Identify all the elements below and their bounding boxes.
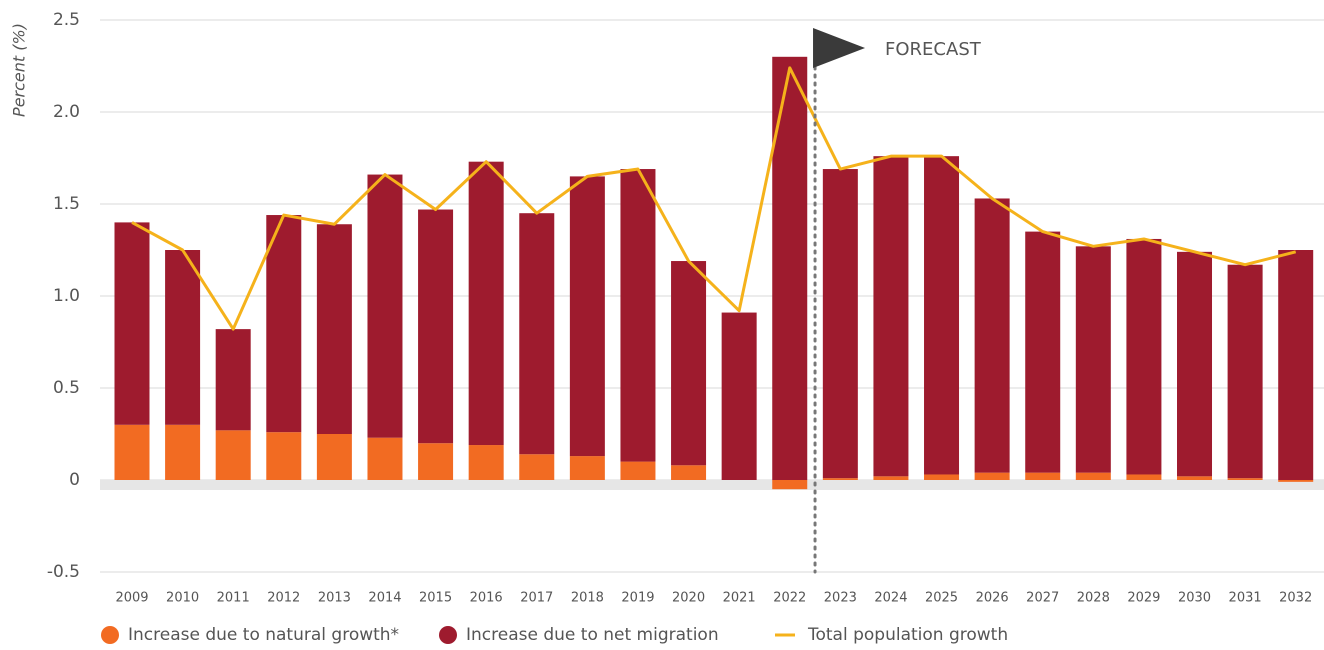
x-tick-label: 2028 bbox=[1077, 591, 1110, 606]
x-tick-label: 2032 bbox=[1279, 591, 1312, 606]
bar bbox=[114, 424, 150, 480]
y-tick-label: 2.5 bbox=[53, 10, 80, 30]
bar bbox=[1025, 231, 1061, 473]
x-tick-label: 2020 bbox=[672, 591, 705, 606]
bar bbox=[215, 430, 251, 480]
x-tick-label: 2015 bbox=[419, 591, 452, 606]
bar bbox=[1126, 474, 1162, 480]
bar bbox=[671, 465, 707, 480]
bar bbox=[1278, 250, 1314, 480]
y-tick-label: 2.0 bbox=[53, 102, 80, 122]
y-tick-label: 0.5 bbox=[53, 378, 80, 398]
legend-label: Total population growth bbox=[807, 625, 1008, 645]
forecast-flag bbox=[813, 28, 866, 68]
y-axis-label: Percent (%) bbox=[10, 23, 29, 117]
bar bbox=[1075, 246, 1111, 473]
x-tick-label: 2031 bbox=[1229, 591, 1262, 606]
bar bbox=[215, 329, 251, 431]
bar bbox=[924, 156, 960, 475]
bar bbox=[569, 176, 605, 457]
x-tick-label: 2029 bbox=[1127, 591, 1160, 606]
bar bbox=[721, 312, 757, 480]
legend-swatch bbox=[101, 626, 119, 644]
x-tick-label: 2012 bbox=[267, 591, 300, 606]
bar bbox=[1177, 251, 1213, 477]
x-tick-label: 2014 bbox=[368, 591, 401, 606]
x-tick-label: 2011 bbox=[217, 591, 250, 606]
bar bbox=[1278, 480, 1314, 482]
bar bbox=[620, 169, 656, 462]
bar bbox=[165, 424, 201, 480]
bar bbox=[1227, 478, 1263, 480]
y-tick-label: -0.5 bbox=[47, 562, 80, 582]
x-tick-label: 2026 bbox=[976, 591, 1009, 606]
x-tick-label: 2017 bbox=[520, 591, 553, 606]
y-tick-label: 1.5 bbox=[53, 194, 80, 214]
x-tick-label: 2009 bbox=[115, 591, 148, 606]
x-tick-label: 2019 bbox=[621, 591, 654, 606]
bar bbox=[822, 478, 858, 480]
bar bbox=[873, 476, 909, 480]
bar bbox=[1227, 264, 1263, 479]
bar bbox=[519, 213, 555, 455]
bar bbox=[316, 434, 352, 480]
bar bbox=[924, 474, 960, 480]
bar bbox=[468, 161, 504, 446]
x-tick-label: 2018 bbox=[571, 591, 604, 606]
x-tick-label: 2010 bbox=[166, 591, 199, 606]
bar bbox=[367, 174, 403, 438]
x-tick-label: 2025 bbox=[925, 591, 958, 606]
bar bbox=[974, 472, 1010, 480]
bar bbox=[772, 480, 808, 490]
annotation: FORECAST bbox=[885, 39, 982, 60]
zero-shadow bbox=[100, 480, 1324, 490]
bar bbox=[114, 222, 150, 425]
bar bbox=[316, 224, 352, 434]
y-tick-label: 0 bbox=[69, 470, 80, 490]
bar bbox=[266, 432, 302, 480]
legend-swatch bbox=[439, 626, 457, 644]
x-tick-label: 2022 bbox=[773, 591, 806, 606]
x-tick-label: 2013 bbox=[318, 591, 351, 606]
bar bbox=[468, 445, 504, 480]
bar bbox=[418, 443, 454, 480]
x-tick-label: 2024 bbox=[874, 591, 907, 606]
x-tick-label: 2030 bbox=[1178, 591, 1211, 606]
legend-label: Increase due to net migration bbox=[466, 625, 719, 645]
bar bbox=[165, 250, 201, 425]
x-tick-label: 2023 bbox=[824, 591, 857, 606]
x-tick-label: 2021 bbox=[723, 591, 756, 606]
bar bbox=[266, 215, 302, 433]
bar bbox=[1126, 238, 1162, 475]
bar bbox=[671, 261, 707, 466]
bar bbox=[1075, 472, 1111, 480]
line bbox=[131, 66, 1297, 331]
y-tick-label: 1.0 bbox=[53, 286, 80, 306]
x-tick-label: 2016 bbox=[470, 591, 503, 606]
bar bbox=[620, 461, 656, 480]
bar bbox=[822, 169, 858, 479]
bar bbox=[1177, 476, 1213, 480]
bar bbox=[519, 454, 555, 480]
bar bbox=[367, 437, 403, 480]
bar bbox=[1025, 472, 1061, 480]
bar bbox=[873, 156, 909, 477]
bar bbox=[418, 209, 454, 444]
bar bbox=[974, 198, 1010, 473]
legend-label: Increase due to natural growth* bbox=[128, 625, 399, 645]
bar bbox=[569, 456, 605, 480]
x-tick-label: 2027 bbox=[1026, 591, 1059, 606]
